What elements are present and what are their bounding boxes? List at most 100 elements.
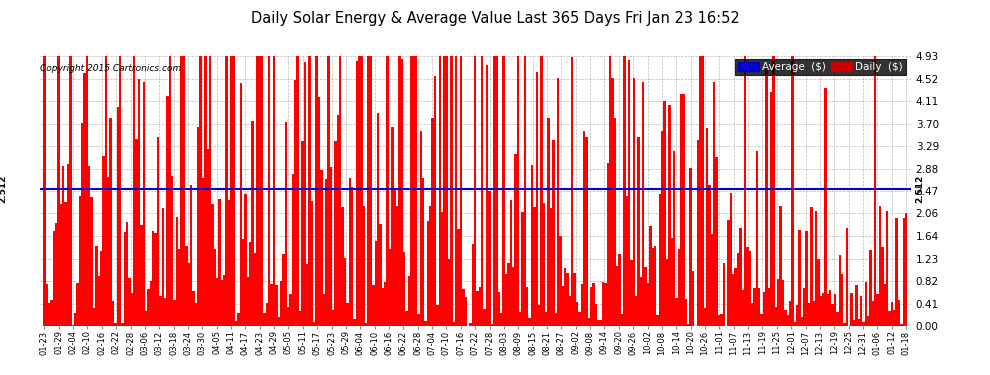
- Bar: [192, 291, 195, 326]
- Bar: [716, 158, 718, 326]
- Bar: [879, 207, 881, 326]
- Bar: [382, 288, 384, 326]
- Bar: [401, 59, 403, 326]
- Bar: [337, 115, 339, 326]
- Bar: [746, 247, 748, 326]
- Bar: [479, 287, 481, 326]
- Bar: [723, 263, 725, 326]
- Bar: [131, 293, 133, 326]
- Bar: [320, 170, 323, 326]
- Bar: [367, 56, 370, 326]
- Bar: [614, 118, 616, 326]
- Bar: [609, 56, 611, 326]
- Bar: [374, 242, 377, 326]
- Bar: [389, 249, 391, 326]
- Bar: [845, 228, 848, 326]
- Bar: [242, 238, 245, 326]
- Bar: [384, 282, 386, 326]
- Bar: [292, 174, 294, 326]
- Bar: [403, 252, 405, 326]
- Bar: [561, 286, 564, 326]
- Bar: [810, 207, 813, 326]
- Bar: [895, 218, 898, 326]
- Bar: [420, 130, 422, 326]
- Bar: [753, 288, 755, 326]
- Bar: [78, 196, 81, 326]
- Bar: [905, 213, 907, 326]
- Bar: [649, 226, 651, 326]
- Bar: [204, 56, 207, 326]
- Bar: [299, 312, 301, 326]
- Bar: [607, 163, 609, 326]
- Bar: [197, 127, 199, 326]
- Bar: [592, 283, 595, 326]
- Bar: [64, 202, 66, 326]
- Bar: [852, 320, 855, 326]
- Bar: [541, 56, 543, 326]
- Bar: [784, 310, 786, 326]
- Bar: [55, 223, 57, 326]
- Bar: [405, 311, 408, 326]
- Bar: [813, 301, 815, 326]
- Bar: [763, 292, 765, 326]
- Bar: [342, 207, 344, 326]
- Bar: [689, 168, 692, 326]
- Bar: [318, 97, 320, 326]
- Bar: [434, 76, 437, 326]
- Text: 2.512: 2.512: [915, 174, 924, 203]
- Text: Copyright 2015 Cartronics.com: Copyright 2015 Cartronics.com: [41, 64, 182, 74]
- Bar: [469, 322, 471, 326]
- Bar: [110, 118, 112, 326]
- Bar: [446, 56, 447, 326]
- Bar: [459, 56, 462, 326]
- Bar: [256, 56, 258, 326]
- Bar: [818, 259, 820, 326]
- Bar: [751, 303, 753, 326]
- Bar: [71, 325, 74, 326]
- Bar: [524, 56, 526, 326]
- Bar: [704, 308, 706, 326]
- Bar: [372, 285, 374, 326]
- Bar: [552, 140, 554, 326]
- Bar: [888, 311, 891, 326]
- Bar: [505, 274, 507, 326]
- Bar: [874, 56, 876, 326]
- Bar: [673, 152, 675, 326]
- Bar: [102, 156, 105, 326]
- Bar: [529, 318, 531, 326]
- Bar: [512, 267, 514, 326]
- Bar: [638, 137, 640, 326]
- Bar: [711, 234, 713, 326]
- Bar: [308, 56, 311, 326]
- Bar: [413, 56, 415, 326]
- Bar: [311, 201, 313, 326]
- Bar: [149, 281, 152, 326]
- Bar: [730, 193, 732, 326]
- Bar: [857, 319, 860, 326]
- Bar: [362, 206, 365, 326]
- Bar: [76, 284, 78, 326]
- Bar: [235, 321, 238, 326]
- Bar: [670, 238, 673, 326]
- Bar: [263, 312, 265, 326]
- Bar: [488, 191, 491, 326]
- Bar: [677, 249, 680, 326]
- Bar: [692, 271, 694, 326]
- Bar: [534, 207, 536, 326]
- Bar: [145, 311, 148, 326]
- Bar: [59, 204, 62, 326]
- Bar: [251, 121, 253, 326]
- Bar: [450, 56, 452, 326]
- Bar: [355, 61, 358, 326]
- Bar: [136, 139, 138, 326]
- Bar: [869, 250, 872, 326]
- Bar: [872, 301, 874, 326]
- Bar: [427, 221, 429, 326]
- Bar: [774, 307, 777, 326]
- Text: 2.512: 2.512: [0, 174, 8, 203]
- Bar: [735, 268, 737, 326]
- Bar: [500, 313, 503, 326]
- Bar: [522, 211, 524, 326]
- Bar: [346, 303, 348, 326]
- Bar: [173, 300, 176, 326]
